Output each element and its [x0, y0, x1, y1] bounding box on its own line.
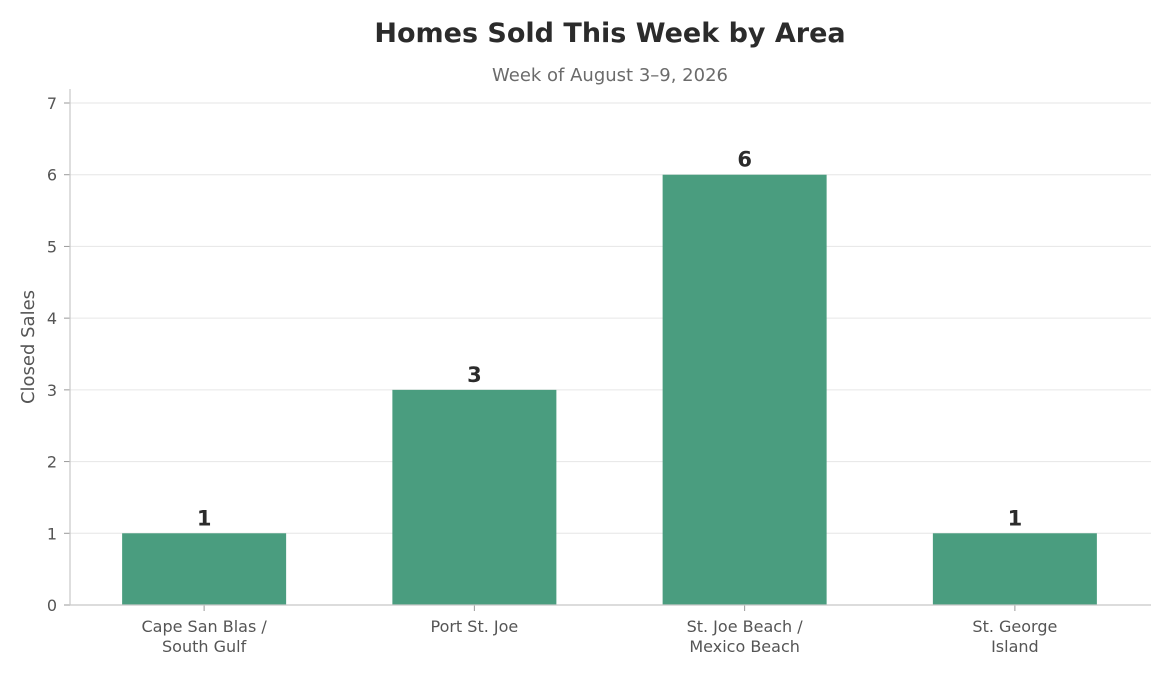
- y-tick-label: 6: [47, 166, 57, 185]
- labels: 0 1 2 3 4 5 6 7 1 Cape San Blas /South Gulf 3 Port …: [47, 94, 1058, 656]
- bar-1: [392, 389, 557, 605]
- gridlines: [70, 102, 1151, 534]
- bar-2: [662, 174, 827, 605]
- y-tick-label: 7: [47, 94, 57, 113]
- x-tick-label: St. Joe Beach /: [687, 617, 804, 636]
- y-tick-label: 3: [47, 381, 57, 400]
- x-tick-label: Port St. Joe: [430, 617, 518, 636]
- axes: [64, 89, 1151, 611]
- x-tick-label: Mexico Beach: [689, 637, 800, 656]
- y-tick-label: 1: [47, 524, 57, 543]
- chart-title: Homes Sold This Week by Area: [374, 18, 845, 49]
- data-label: 6: [737, 148, 752, 172]
- x-tick-label: South Gulf: [162, 637, 247, 656]
- data-label: 3: [467, 363, 482, 387]
- x-tick-label: Cape San Blas /: [141, 617, 267, 636]
- chart-subtitle: Week of August 3–9, 2026: [492, 65, 728, 86]
- y-tick-label: 2: [47, 453, 57, 472]
- y-tick-label: 4: [47, 309, 57, 328]
- bars: [122, 174, 1097, 605]
- bar-3: [932, 533, 1097, 605]
- x-tick-label: Island: [991, 637, 1039, 656]
- y-tick-label: 0: [47, 596, 57, 615]
- data-label: 1: [197, 506, 212, 530]
- y-axis-title: Closed Sales: [18, 290, 39, 404]
- data-label: 1: [1008, 506, 1023, 530]
- bar-0: [122, 533, 287, 605]
- y-tick-label: 5: [47, 237, 57, 256]
- x-tick-label: St. George: [972, 617, 1057, 636]
